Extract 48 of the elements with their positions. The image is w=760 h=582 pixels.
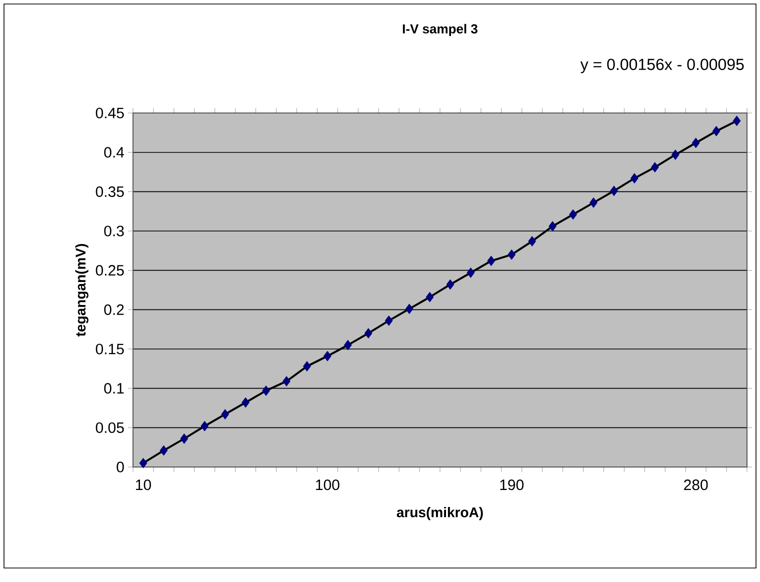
point xyxy=(732,116,741,126)
point xyxy=(262,385,270,396)
point xyxy=(160,445,168,456)
point xyxy=(180,433,188,444)
x-tick-label: 190 xyxy=(500,480,524,490)
y-tick-label: 0.4 xyxy=(104,147,124,158)
y-tick-label: 0.25 xyxy=(96,265,124,276)
point xyxy=(139,458,148,468)
point xyxy=(508,249,516,260)
point xyxy=(569,209,577,220)
x-tick-label: 100 xyxy=(316,480,340,490)
point xyxy=(282,376,290,386)
point xyxy=(671,150,680,160)
point xyxy=(650,162,659,172)
point xyxy=(466,267,475,278)
point xyxy=(323,350,332,362)
y-tick-label: 0.35 xyxy=(96,186,124,197)
point xyxy=(221,409,230,420)
point xyxy=(528,236,536,246)
x-tick-label: 280 xyxy=(684,480,708,490)
point xyxy=(384,315,393,326)
point xyxy=(405,304,414,314)
point xyxy=(426,292,434,302)
point xyxy=(487,256,496,266)
y-tick-label: 0.2 xyxy=(104,304,124,315)
point xyxy=(242,397,250,408)
point xyxy=(446,279,454,290)
y-tick-label: 0.3 xyxy=(104,226,124,236)
point xyxy=(303,361,311,372)
y-tick-label: 0.1 xyxy=(104,383,124,394)
point xyxy=(630,173,638,184)
chart-title: I-V sampel 3 xyxy=(402,24,478,36)
y-tick-label: 0.05 xyxy=(96,422,124,433)
x-tick-label: 10 xyxy=(136,480,151,490)
point xyxy=(692,138,700,148)
y-tick-label: 0.15 xyxy=(96,344,124,354)
point xyxy=(548,221,557,232)
point xyxy=(610,186,618,196)
y-axis-title: tegangan(mV) xyxy=(75,244,88,336)
y-tick-label: 0.45 xyxy=(96,108,124,118)
point xyxy=(590,197,598,208)
x-axis-title: arus(mikroA) xyxy=(396,507,483,520)
y-tick-label: 0 xyxy=(116,462,124,472)
point xyxy=(712,126,720,136)
point xyxy=(364,328,372,338)
point xyxy=(200,420,209,432)
text: y = 0.00156x - 0.00095 xyxy=(580,58,744,74)
point xyxy=(344,340,352,350)
